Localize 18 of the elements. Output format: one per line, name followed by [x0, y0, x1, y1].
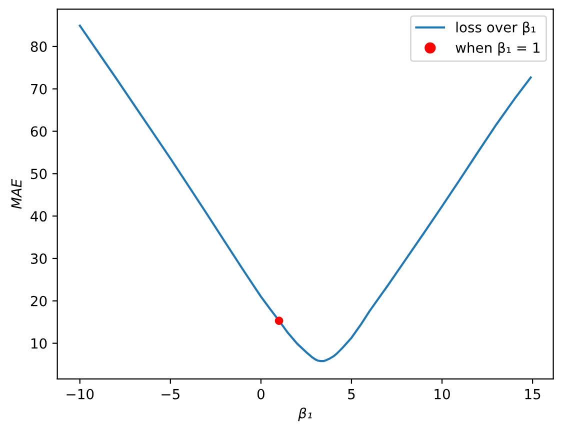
y-axis-title: MAE: [11, 178, 22, 209]
x-tick-label: 10: [434, 388, 450, 400]
y-tick-label: 50: [31, 168, 47, 180]
y-tick-label: 70: [31, 84, 47, 94]
y-tick-label: 20: [30, 296, 47, 306]
x-axis-title: β₁: [298, 408, 312, 422]
x-tick-label: 5: [348, 389, 355, 400]
x-tick-label: −5: [162, 389, 180, 400]
legend-label: when β₁ = 1: [456, 42, 540, 56]
x-tick-label: 15: [525, 389, 540, 400]
x-tick-label: 0: [257, 388, 264, 400]
x-tick-label: −10: [66, 388, 94, 400]
y-tick-label: 30: [30, 253, 47, 264]
y-tick-label: 40: [30, 211, 47, 222]
y-tick-label: 60: [30, 126, 47, 137]
legend-label: loss over β₁: [456, 22, 536, 36]
y-tick-label: 10: [31, 338, 47, 349]
y-tick-label: 80: [30, 41, 47, 52]
